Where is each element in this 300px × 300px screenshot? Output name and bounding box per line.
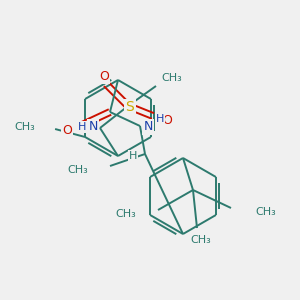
Text: N: N <box>88 121 98 134</box>
Text: S: S <box>126 100 134 114</box>
Text: CH₃: CH₃ <box>162 73 182 83</box>
Text: CH₃: CH₃ <box>190 235 212 245</box>
Text: O: O <box>162 113 172 127</box>
Text: CH₃: CH₃ <box>67 165 88 175</box>
Text: H: H <box>129 151 137 161</box>
Text: O: O <box>99 70 109 83</box>
Text: O: O <box>62 124 72 136</box>
Text: CH₃: CH₃ <box>14 122 35 132</box>
Text: H: H <box>156 114 164 124</box>
Text: CH₃: CH₃ <box>255 207 276 217</box>
Text: CH₃: CH₃ <box>115 209 136 219</box>
Text: N: N <box>143 121 153 134</box>
Text: H: H <box>78 122 86 132</box>
